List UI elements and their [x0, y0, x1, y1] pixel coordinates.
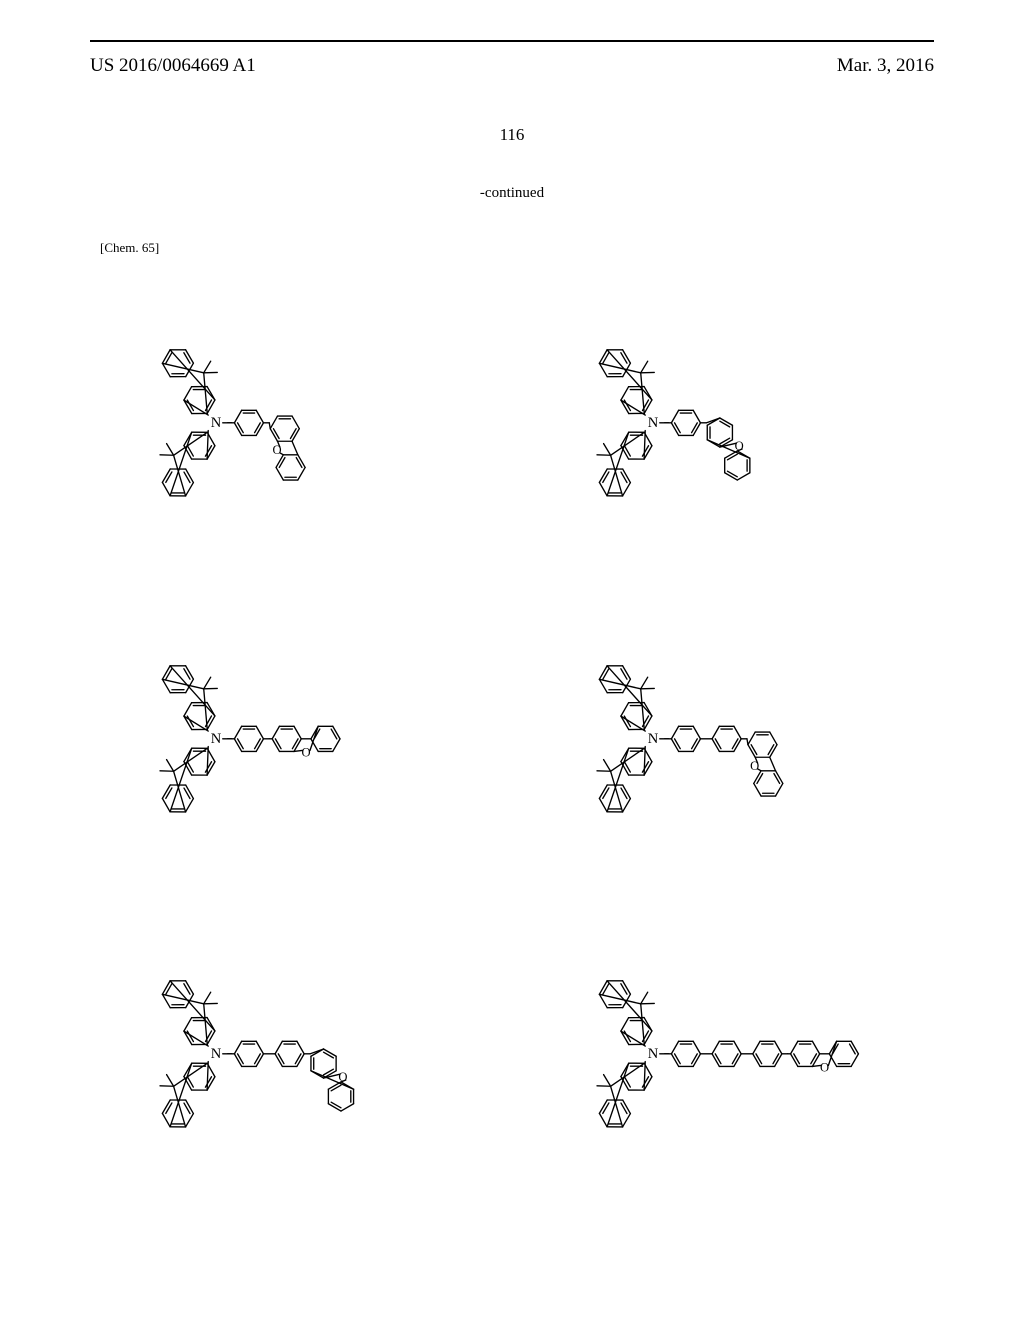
- structure-grid: NO NO NO NO NO NO: [90, 275, 934, 1170]
- structure-0: NO: [90, 275, 497, 571]
- svg-text:N: N: [648, 1046, 659, 1062]
- svg-text:O: O: [302, 745, 311, 759]
- svg-text:O: O: [750, 759, 759, 773]
- chem-label: [Chem. 65]: [100, 240, 159, 256]
- svg-text:N: N: [211, 1046, 222, 1062]
- svg-text:O: O: [338, 1071, 347, 1085]
- molecule-svg: NO: [527, 275, 934, 571]
- structure-4: NO: [90, 906, 497, 1202]
- svg-text:N: N: [648, 415, 659, 431]
- svg-text:N: N: [211, 415, 222, 431]
- publication-date: Mar. 3, 2016: [837, 55, 934, 77]
- structure-1: NO: [527, 275, 934, 571]
- structure-2: NO: [90, 591, 497, 887]
- molecule-svg: NO: [90, 275, 497, 571]
- molecule-svg: NO: [90, 906, 497, 1202]
- structure-3: NO: [527, 591, 934, 887]
- publication-number: US 2016/0064669 A1: [90, 55, 256, 76]
- svg-text:O: O: [820, 1061, 829, 1075]
- page-number: 116: [0, 125, 1024, 145]
- molecule-svg: NO: [527, 591, 934, 887]
- continued-label: -continued: [0, 185, 1024, 202]
- header-rule: [90, 40, 934, 42]
- molecule-svg: NO: [527, 906, 934, 1202]
- svg-text:O: O: [272, 443, 281, 457]
- molecule-svg: NO: [90, 591, 497, 887]
- svg-text:N: N: [211, 731, 222, 747]
- svg-text:O: O: [735, 439, 744, 453]
- structure-5: NO: [527, 906, 934, 1202]
- svg-text:N: N: [648, 731, 659, 747]
